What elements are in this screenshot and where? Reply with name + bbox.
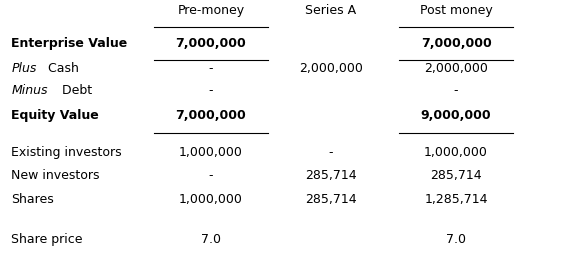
Text: 1,000,000: 1,000,000	[179, 193, 243, 206]
Text: Minus: Minus	[11, 84, 48, 97]
Text: 7,000,000: 7,000,000	[176, 109, 246, 122]
Text: 1,000,000: 1,000,000	[424, 146, 488, 158]
Text: 285,714: 285,714	[305, 193, 356, 206]
Text: Post money: Post money	[420, 4, 492, 17]
Text: 285,714: 285,714	[430, 169, 482, 182]
Text: -: -	[209, 62, 213, 75]
Text: Share price: Share price	[11, 234, 83, 246]
Text: Pre-money: Pre-money	[177, 4, 245, 17]
Text: Cash: Cash	[44, 62, 79, 75]
Text: 7.0: 7.0	[446, 234, 466, 246]
Text: Series A: Series A	[305, 4, 356, 17]
Text: 9,000,000: 9,000,000	[421, 109, 491, 122]
Text: 2,000,000: 2,000,000	[424, 62, 488, 75]
Text: Equity Value: Equity Value	[11, 109, 99, 122]
Text: Existing investors: Existing investors	[11, 146, 122, 158]
Text: 7.0: 7.0	[201, 234, 221, 246]
Text: Shares: Shares	[11, 193, 54, 206]
Text: 7,000,000: 7,000,000	[176, 37, 246, 50]
Text: 2,000,000: 2,000,000	[299, 62, 363, 75]
Text: New investors: New investors	[11, 169, 100, 182]
Text: 7,000,000: 7,000,000	[421, 37, 491, 50]
Text: Enterprise Value: Enterprise Value	[11, 37, 128, 50]
Text: Plus: Plus	[11, 62, 37, 75]
Text: 1,285,714: 1,285,714	[424, 193, 488, 206]
Text: 285,714: 285,714	[305, 169, 356, 182]
Text: -: -	[454, 84, 458, 97]
Text: -: -	[209, 84, 213, 97]
Text: -: -	[209, 169, 213, 182]
Text: Debt: Debt	[59, 84, 92, 97]
Text: -: -	[328, 146, 333, 158]
Text: 1,000,000: 1,000,000	[179, 146, 243, 158]
